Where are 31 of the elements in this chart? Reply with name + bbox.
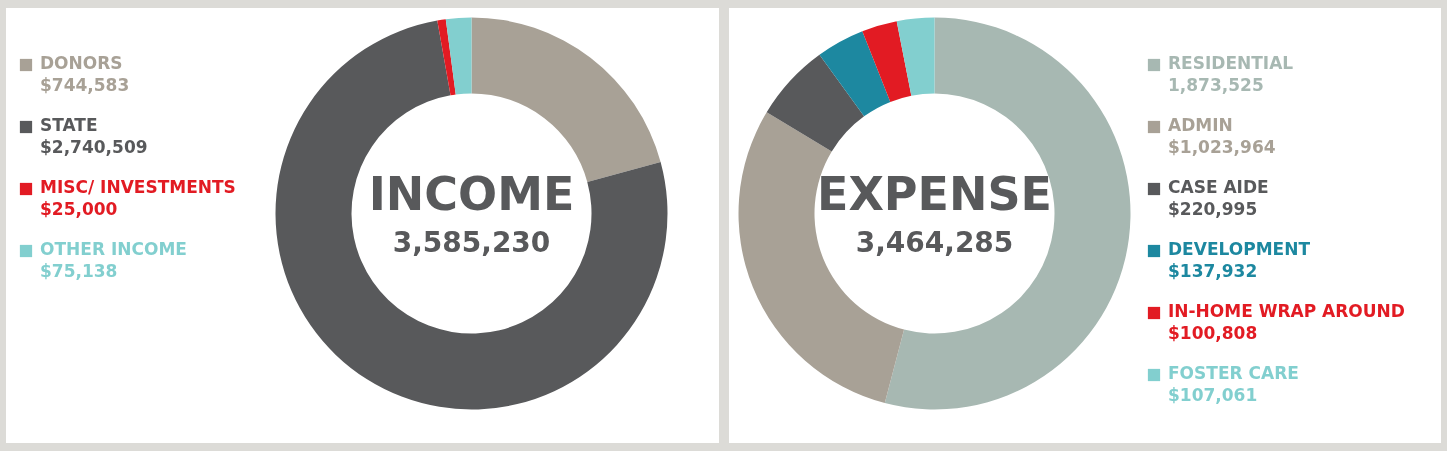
donut-slice [766, 54, 864, 152]
data-label: $100,808 [1167, 323, 1257, 343]
data-label: $75,138 [40, 261, 118, 281]
text: EXPENSE [816, 166, 1052, 221]
legend-label: STATE [40, 115, 98, 135]
legend-label: FOSTER CARE [1167, 363, 1299, 383]
legend-label: CASE AIDE [1167, 177, 1269, 197]
data-label: $137,932 [1167, 261, 1257, 281]
donut-slice [275, 20, 668, 410]
data-label: $25,000 [40, 199, 118, 219]
legend-label: ADMIN [1167, 115, 1233, 135]
legend-label: IN-HOME WRAP AROUND [1167, 301, 1405, 321]
legend-label: RESIDENTIAL [1167, 53, 1293, 73]
data-label: $107,061 [1167, 385, 1257, 405]
legend-label: OTHER INCOME [40, 239, 187, 259]
donut-slice [437, 19, 456, 96]
donut-slice [445, 17, 472, 95]
data-label: $744,583 [40, 75, 130, 95]
legend-label: DONORS [40, 53, 123, 73]
legend-label: DEVELOPMENT [1167, 239, 1310, 259]
text: 3,464,285 [855, 225, 1013, 259]
text: 3,585,230 [392, 225, 551, 259]
data-label: $2,740,509 [40, 137, 148, 157]
data-label: $1,023,964 [1167, 137, 1276, 157]
data-label: $220,995 [1167, 199, 1257, 219]
legend-label: MISC/ INVESTMENTS [40, 177, 236, 197]
data-label: 1,873,525 [1167, 75, 1264, 95]
text: INCOME [368, 166, 575, 221]
donut-slice [818, 31, 890, 117]
donut-slice [896, 17, 934, 96]
donut-slice [861, 21, 911, 102]
